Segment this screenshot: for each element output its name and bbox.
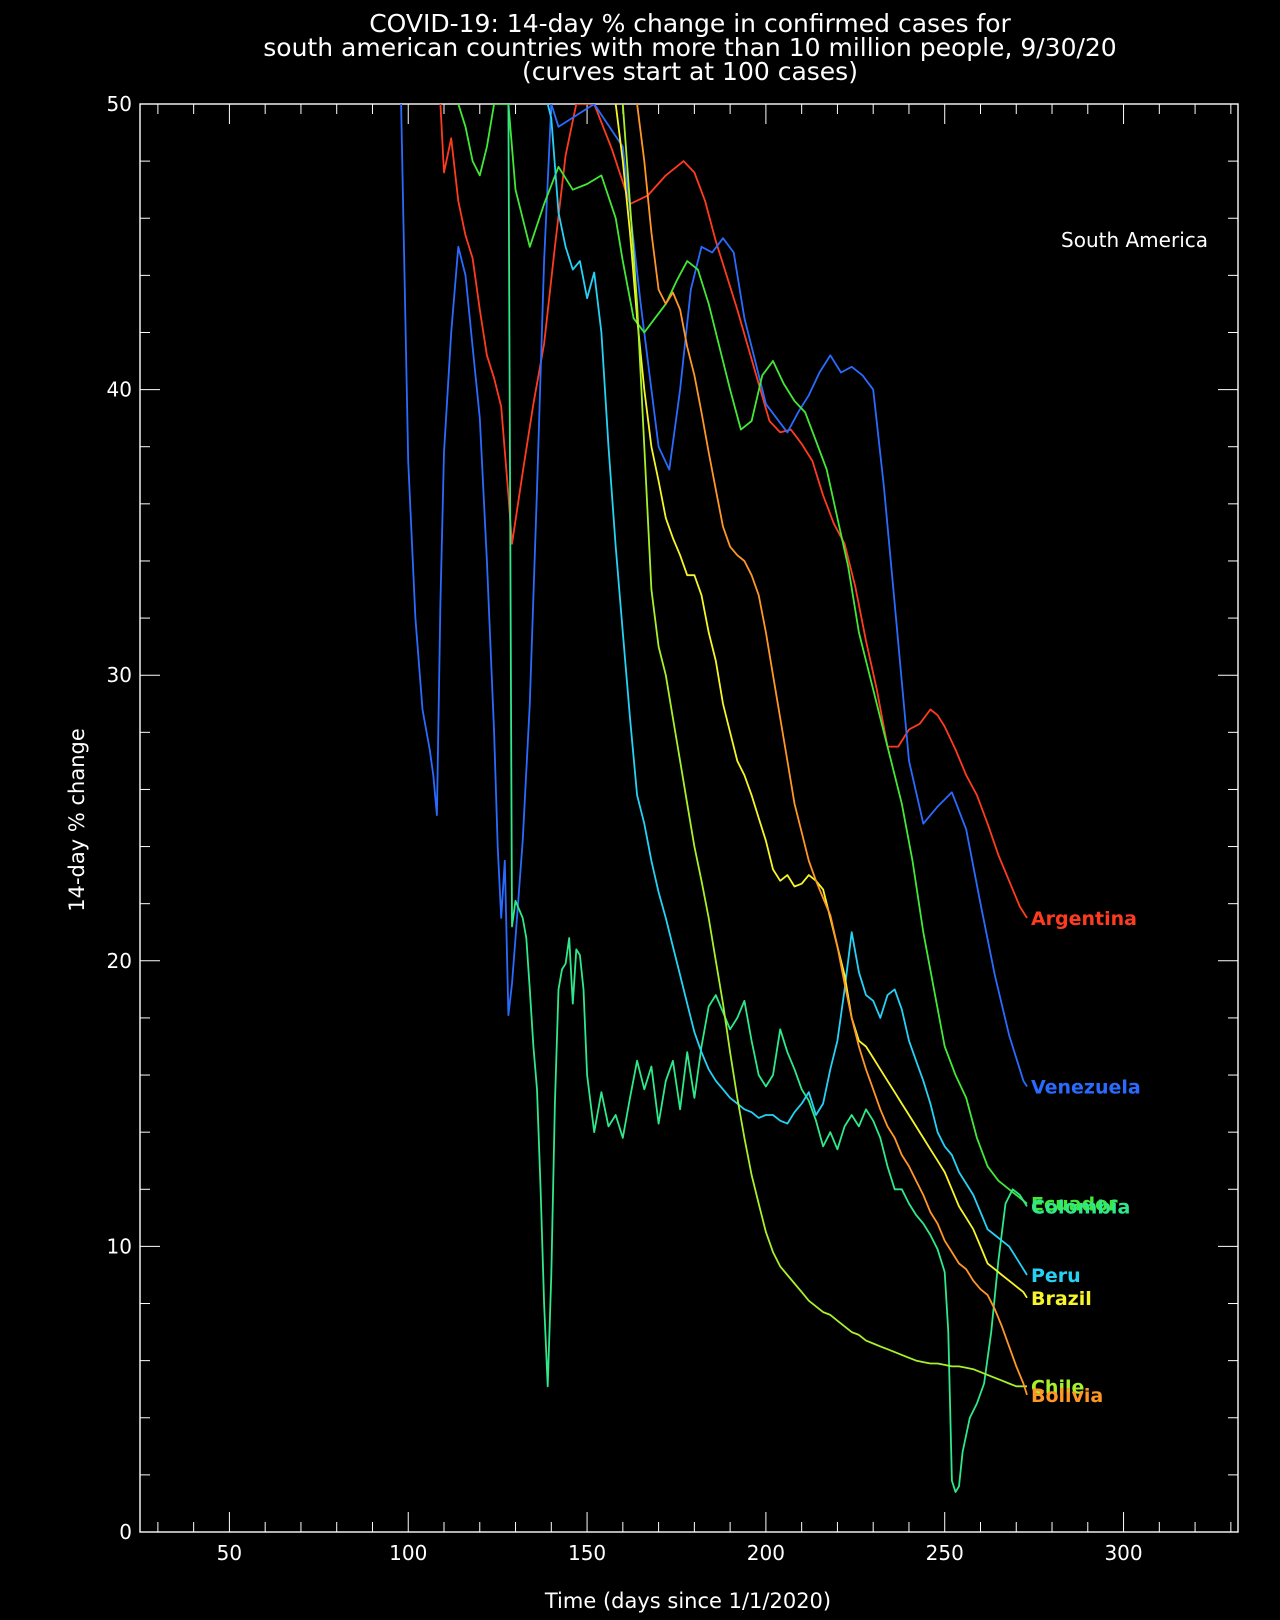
chart-title-line-2: south american countries with more than … xyxy=(263,33,1116,62)
series-line-brazil xyxy=(614,104,1028,1299)
series-label-argentina: Argentina xyxy=(1031,908,1137,930)
x-tick-label: 150 xyxy=(568,1541,606,1565)
series-label-venezuela: Venezuela xyxy=(1031,1076,1141,1098)
x-tick-label: 200 xyxy=(747,1541,785,1565)
y-tick-label: 30 xyxy=(107,663,132,687)
series-line-argentina xyxy=(439,104,1028,919)
region-annotation: South America xyxy=(1061,228,1208,252)
y-tick-label: 0 xyxy=(119,1520,132,1544)
y-tick-label: 10 xyxy=(107,1234,132,1258)
series-line-venezuela xyxy=(400,104,1028,1087)
x-tick-label: 50 xyxy=(217,1541,242,1565)
series-label-peru: Peru xyxy=(1031,1265,1081,1287)
y-tick-label: 50 xyxy=(107,92,132,116)
series-line-bolivia xyxy=(636,104,1028,1396)
series-label-colombia: Colombia xyxy=(1031,1196,1130,1218)
y-tick-label: 40 xyxy=(107,378,132,402)
chart-title-line-1: COVID-19: 14-day % change in confirmed c… xyxy=(369,9,1011,38)
series-label-bolivia: Bolivia xyxy=(1031,1385,1103,1407)
series-label-brazil: Brazil xyxy=(1031,1288,1092,1310)
series-line-ecuador xyxy=(457,104,1028,1205)
x-axis-label: Time (days since 1/1/2020) xyxy=(544,1589,831,1613)
x-tick-label: 300 xyxy=(1104,1541,1142,1565)
series-label-ecuador: Ecuador xyxy=(1031,1194,1118,1216)
plot-frame xyxy=(139,103,1239,1533)
chart-title: COVID-19: 14-day % change in confirmed c… xyxy=(263,9,1116,86)
chart-title-line-3: (curves start at 100 cases) xyxy=(522,57,858,86)
series-line-chile xyxy=(621,104,1027,1388)
x-tick-label: 250 xyxy=(926,1541,964,1565)
series-line-colombia xyxy=(507,104,1028,1493)
x-tick-label: 100 xyxy=(389,1541,427,1565)
y-axis-label: 14-day % change xyxy=(65,728,89,912)
y-tick-label: 20 xyxy=(107,949,132,973)
series-line-peru xyxy=(546,104,1028,1276)
series-label-chile: Chile xyxy=(1031,1376,1084,1398)
